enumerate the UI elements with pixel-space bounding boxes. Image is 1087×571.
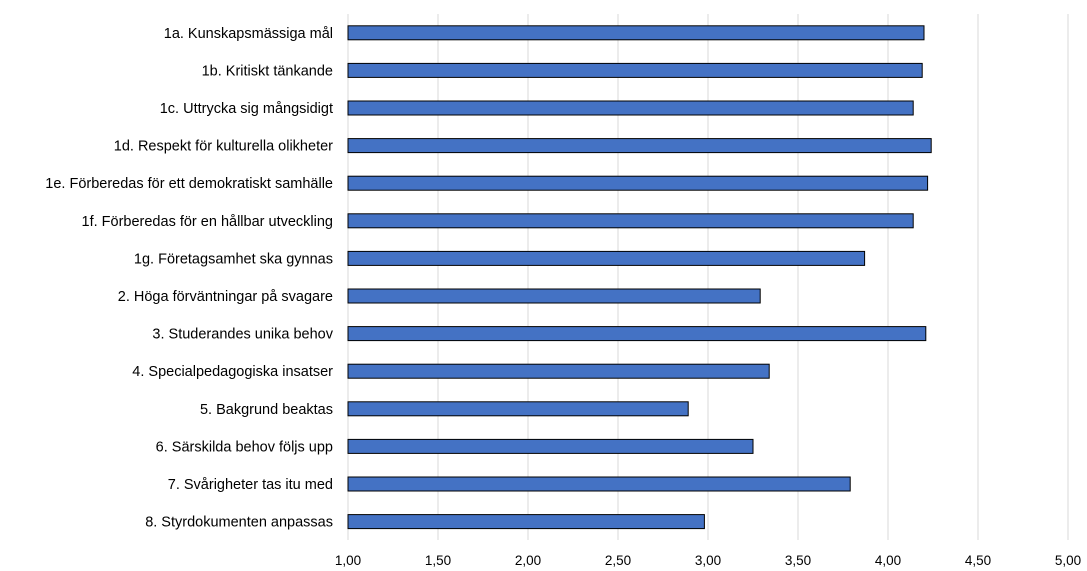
category-label: 1d. Respekt för kulturella olikheter (114, 139, 333, 155)
category-label: 5. Bakgrund beaktas (200, 402, 333, 418)
category-label: 3. Studerandes unika behov (152, 327, 333, 343)
category-label: 1g. Företagsamhet ska gynnas (134, 251, 333, 267)
bar (347, 213, 914, 229)
category-label: 4. Specialpedagogiska insatser (132, 364, 333, 380)
bar (347, 250, 866, 266)
bar (347, 100, 914, 116)
bar (347, 175, 929, 191)
x-tick-label: 3,50 (785, 553, 811, 568)
category-label: 1b. Kritiskt tänkande (202, 63, 333, 79)
category-labels: 1a. Kunskapsmässiga mål 1b. Kritiskt tänk… (45, 26, 333, 531)
bar (347, 514, 705, 530)
gridlines (347, 14, 1069, 540)
category-label: 1c. Uttrycka sig mångsidigt (160, 101, 333, 117)
bar (347, 363, 770, 379)
category-label: 1e. Förberedas för ett demokratiskt samh… (45, 176, 333, 192)
x-tick-label: 4,50 (965, 553, 991, 568)
bar (347, 326, 927, 342)
bar (347, 438, 754, 454)
category-label: 6. Särskilda behov följs upp (156, 439, 333, 455)
bar (347, 62, 923, 78)
bars (347, 25, 932, 530)
bar (347, 288, 761, 304)
category-label: 1a. Kunskapsmässiga mål (164, 26, 333, 42)
x-tick-label: 5,00 (1055, 553, 1081, 568)
bar (347, 138, 932, 154)
x-tick-label: 4,00 (875, 553, 901, 568)
x-tick-label: 2,00 (515, 553, 541, 568)
x-tick-label: 2,50 (605, 553, 631, 568)
bar (347, 476, 851, 492)
x-tick-label: 1,00 (335, 553, 361, 568)
category-label: 2. Höga förväntningar på svagare (118, 289, 333, 305)
category-label: 8. Styrdokumenten anpassas (145, 515, 333, 531)
category-label: 7. Svårigheter tas itu med (168, 477, 333, 493)
x-axis-tick-labels: 1,00 1,50 2,00 2,50 3,00 3,50 4,00 4,50 5,00 (335, 553, 1081, 568)
bar (347, 401, 689, 417)
x-tick-label: 1,50 (425, 553, 451, 568)
category-label: 1f. Förberedas för en hållbar utveckling (82, 214, 333, 230)
bar (347, 25, 925, 41)
x-tick-label: 3,00 (695, 553, 721, 568)
